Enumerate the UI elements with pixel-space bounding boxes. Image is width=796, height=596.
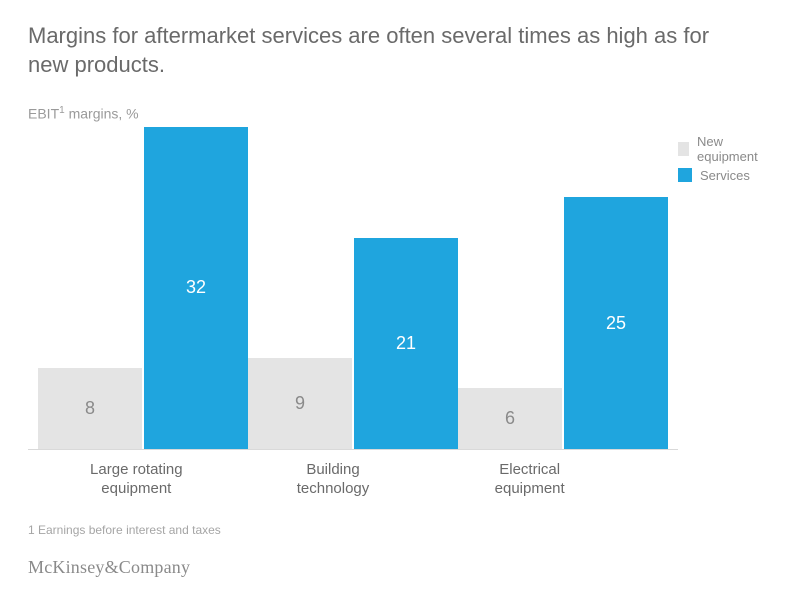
bar: 9 xyxy=(248,358,352,449)
legend-item: New equipment xyxy=(678,134,768,164)
legend-item: Services xyxy=(678,168,768,183)
ylabel-suffix: margins, % xyxy=(65,106,139,122)
chart-row: 832921625 New equipment Services xyxy=(28,128,768,450)
y-axis-label: EBIT1 margins, % xyxy=(28,105,768,122)
brand-wordmark: McKinsey&Company xyxy=(28,557,190,578)
ylabel-prefix: EBIT xyxy=(28,106,59,122)
legend-label: New equipment xyxy=(697,134,768,164)
chart-container: Margins for aftermarket services are oft… xyxy=(0,0,796,596)
bar-chart: 832921625 xyxy=(28,128,678,450)
bar: 8 xyxy=(38,368,142,449)
bar: 25 xyxy=(564,197,668,449)
footnote: 1 Earnings before interest and taxes xyxy=(28,523,768,537)
bar-group: 921 xyxy=(248,238,458,449)
legend-swatch-icon xyxy=(678,168,692,182)
bar: 21 xyxy=(354,238,458,449)
legend-label: Services xyxy=(700,168,750,183)
bar: 6 xyxy=(458,388,562,448)
bar-group: 625 xyxy=(458,197,668,449)
category-label: Large rotatingequipment xyxy=(38,460,235,499)
chart-title: Margins for aftermarket services are oft… xyxy=(28,22,728,79)
bar: 32 xyxy=(144,127,248,449)
category-label: Electricalequipment xyxy=(431,460,628,499)
legend: New equipment Services xyxy=(678,128,768,187)
category-label: Buildingtechnology xyxy=(235,460,432,499)
legend-swatch-icon xyxy=(678,142,689,156)
category-labels: Large rotatingequipmentBuildingtechnolog… xyxy=(28,450,638,499)
bar-group: 832 xyxy=(38,127,248,449)
